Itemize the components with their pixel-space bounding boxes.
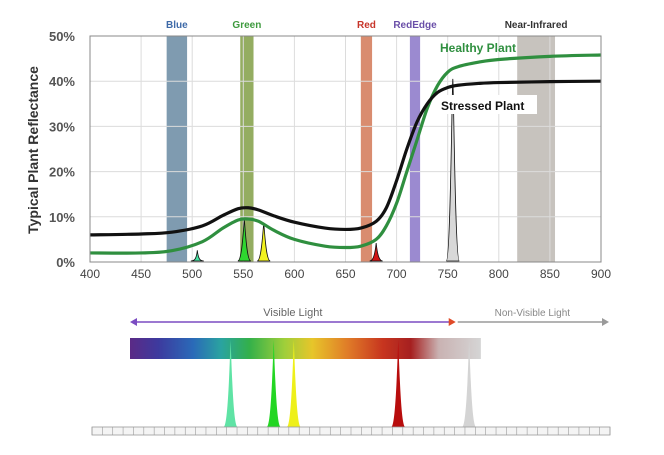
x-tick-label: 750: [438, 267, 458, 281]
spectrum-peak-2: [286, 340, 301, 427]
spectrum-peak-4: [462, 340, 477, 427]
peak-3: [369, 242, 383, 262]
x-tick-label: 550: [233, 267, 253, 281]
plot-area-frame: [89, 35, 602, 263]
band-blue: [166, 36, 188, 262]
series-label-stressed-plant: Stressed Plant: [441, 99, 524, 113]
x-tick-label: 700: [387, 267, 407, 281]
x-tick-label: 800: [489, 267, 509, 281]
band-red: [360, 36, 373, 262]
non-visible-light-label: Non-Visible Light: [495, 308, 571, 319]
band-near-infrared: [517, 36, 556, 262]
series-line-stressed-plant: [89, 79, 602, 237]
arrow-head-nonvisible: [602, 318, 609, 326]
peak-4: [445, 78, 460, 262]
series-label-healthy-plant: Healthy Plant: [440, 41, 516, 55]
x-tick-label: 600: [284, 267, 304, 281]
y-tick-label: 50%: [49, 29, 75, 44]
y-tick-label: 40%: [49, 74, 75, 89]
y-tick-label: 10%: [49, 210, 75, 225]
y-tick-label: 20%: [49, 165, 75, 180]
series-line-healthy-plant: [89, 53, 602, 255]
stressed-label-bg: [437, 95, 537, 114]
spectrum-peak-1: [266, 340, 281, 427]
x-tick-label: 850: [540, 267, 560, 281]
arrow-head-right: [448, 318, 456, 326]
x-tick-label: 500: [182, 267, 202, 281]
y-tick-label: 30%: [49, 119, 75, 134]
x-tick-label: 400: [80, 267, 100, 281]
visible-light-label: Visible Light: [263, 307, 322, 319]
spectrum-peak-3: [391, 340, 406, 427]
band-label-rededge: RedEdge: [393, 20, 437, 31]
spectrum-peak-0: [223, 340, 238, 427]
visible-spectrum-bar: [130, 338, 481, 359]
band-label-near-infrared: Near-Infrared: [505, 20, 568, 31]
x-tick-label: 900: [591, 267, 611, 281]
peak-0: [190, 250, 204, 262]
band-label-green: Green: [232, 20, 261, 31]
band-label-blue: Blue: [166, 20, 188, 31]
y-axis-label: Typical Plant Reflectance: [25, 66, 41, 234]
x-tick-label: 450: [131, 267, 151, 281]
arrow-head-left: [130, 318, 137, 326]
y-tick-label: 0%: [56, 255, 75, 270]
band-green: [240, 36, 254, 262]
x-tick-label: 650: [335, 267, 355, 281]
band-label-red: Red: [357, 20, 376, 31]
